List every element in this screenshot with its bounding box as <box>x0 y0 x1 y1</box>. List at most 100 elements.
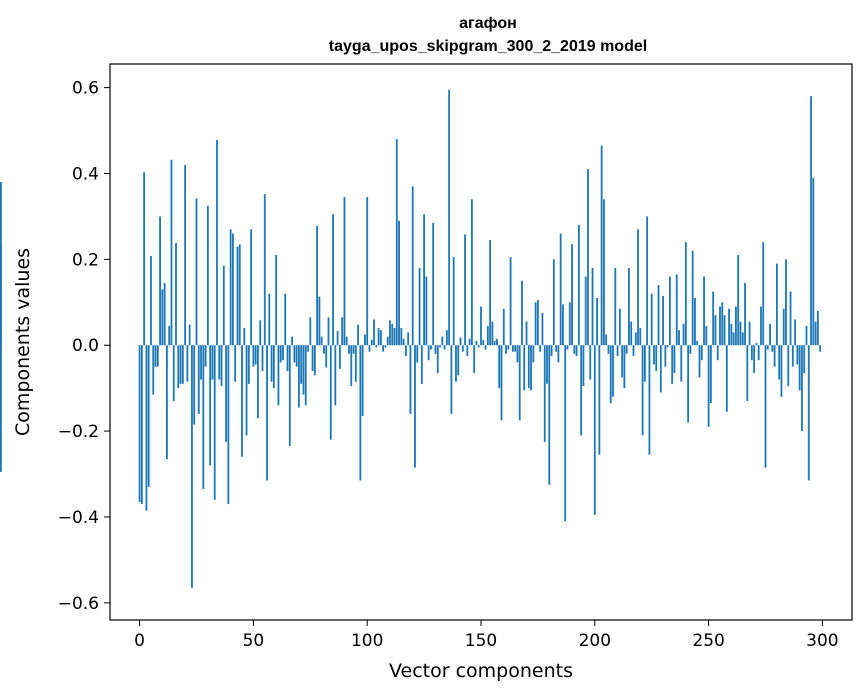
bar-143 <box>464 234 466 346</box>
bar-89 <box>341 317 344 346</box>
bar-39 <box>227 345 230 505</box>
bar-236 <box>675 274 678 346</box>
bar-164 <box>511 345 514 352</box>
bar-138 <box>452 257 455 346</box>
bar-244 <box>694 297 696 346</box>
bar-14 <box>170 159 173 346</box>
bar-213 <box>623 345 626 389</box>
bar-139 <box>455 345 457 382</box>
bar-115 <box>400 328 403 346</box>
bar-204 <box>603 199 605 346</box>
bar-15 <box>172 345 175 402</box>
bar-271 <box>755 343 758 346</box>
bar-41 <box>232 233 234 346</box>
bar-110 <box>389 320 391 346</box>
bar-133 <box>441 336 444 346</box>
bar-13 <box>168 325 171 346</box>
bar-298 <box>816 310 819 346</box>
y-tick-label: 0.2 <box>72 250 99 270</box>
bar-71 <box>300 345 303 384</box>
bar-16 <box>175 243 177 346</box>
bar-132 <box>439 345 441 348</box>
bar-20 <box>184 164 187 346</box>
bar-76 <box>311 345 314 371</box>
bar-177 <box>541 313 544 346</box>
bar-287 <box>791 345 794 367</box>
x-axis-label: Vector components <box>389 660 573 682</box>
bar-253 <box>714 315 717 346</box>
bar-195 <box>582 345 585 387</box>
bar-12 <box>165 345 168 459</box>
bar-85 <box>332 214 334 346</box>
bar-267 <box>746 345 749 402</box>
bar-59 <box>272 345 275 389</box>
bar-100 <box>366 197 369 346</box>
bar-255 <box>719 306 721 346</box>
bar-148 <box>475 340 478 346</box>
bar-33 <box>213 345 216 500</box>
bar-103 <box>373 319 375 346</box>
bar-undefined <box>0 345 2 352</box>
bar-189 <box>568 302 571 346</box>
bar-266 <box>744 282 746 346</box>
bar-235 <box>673 345 676 374</box>
bar-94 <box>352 345 355 354</box>
bar-150 <box>480 306 482 346</box>
bar-10 <box>161 289 164 346</box>
bar-223 <box>646 216 649 346</box>
bar-245 <box>696 340 699 346</box>
bar-276 <box>766 345 769 350</box>
bar-51 <box>254 345 257 365</box>
bar-134 <box>443 345 446 350</box>
bar-44 <box>238 244 241 346</box>
bar-0 <box>138 345 141 502</box>
bar-105 <box>377 328 380 346</box>
bar-231 <box>664 345 667 367</box>
bar-72 <box>302 345 305 395</box>
bar-19 <box>181 345 184 384</box>
bar-295 <box>810 96 812 346</box>
bar-268 <box>748 321 751 346</box>
bar-11 <box>163 282 166 346</box>
bar-198 <box>589 345 592 380</box>
chart-title: агафон <box>459 15 517 32</box>
bar-108 <box>384 345 387 348</box>
bar-66 <box>288 345 291 447</box>
bar-175 <box>536 300 539 346</box>
bar-116 <box>402 338 405 346</box>
bar-135 <box>445 330 448 346</box>
bar-270 <box>753 345 756 374</box>
bar-212 <box>621 345 624 378</box>
bar-220 <box>639 328 642 346</box>
bar-43 <box>236 246 239 346</box>
bar-18 <box>179 345 182 384</box>
bar-160 <box>502 308 505 346</box>
y-tick-label: −0.2 <box>58 422 99 442</box>
bar-194 <box>580 345 583 436</box>
bar-205 <box>605 334 608 346</box>
x-tick-label: 150 <box>465 631 497 651</box>
bar-26 <box>197 345 200 414</box>
bar-121 <box>414 345 416 468</box>
x-tick-label: 0 <box>134 631 145 651</box>
bar-23 <box>191 345 193 588</box>
bar-174 <box>534 302 537 346</box>
bar-54 <box>261 345 264 371</box>
bar-247 <box>700 345 703 361</box>
bar-124 <box>420 345 423 384</box>
bar-169 <box>523 345 526 391</box>
bar-29 <box>204 345 207 367</box>
bar-55 <box>263 194 266 346</box>
bar-104 <box>375 345 378 348</box>
bar-240 <box>684 242 687 346</box>
bar-114 <box>398 220 400 346</box>
bar-27 <box>200 345 202 380</box>
bar-280 <box>775 263 778 346</box>
x-axis-ticks: 0 50 100 150 200 250 300 <box>134 620 839 651</box>
bar-176 <box>539 345 542 352</box>
bar-275 <box>764 345 767 468</box>
bar-187 <box>564 345 567 522</box>
bar-61 <box>277 345 280 406</box>
bar-262 <box>735 306 737 346</box>
bar-86 <box>334 345 337 406</box>
